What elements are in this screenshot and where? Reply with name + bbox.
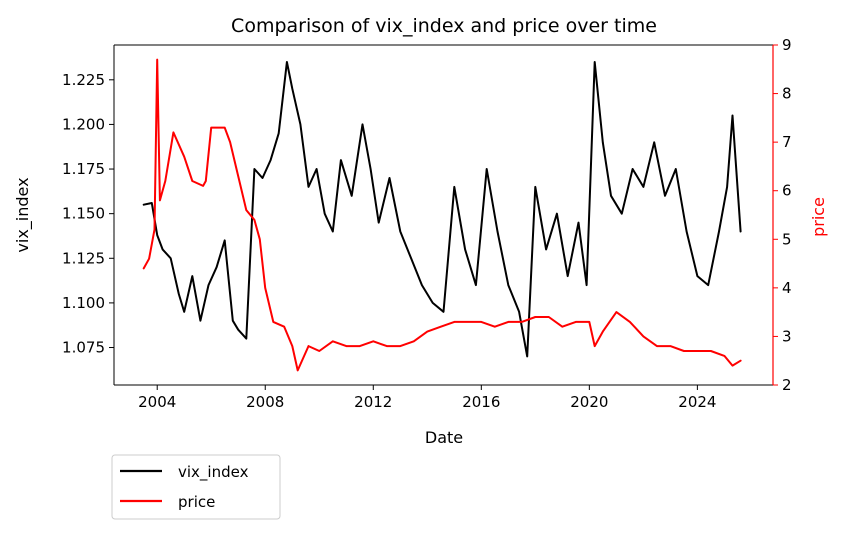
left-y-tick-label: 1.075 <box>62 339 105 357</box>
right-y-tick-label: 2 <box>782 376 792 394</box>
chart-title: Comparison of vix_index and price over t… <box>231 15 657 37</box>
x-tick-label: 2012 <box>354 393 392 411</box>
series-line-vix-index <box>142 61 742 358</box>
left-y-tick-label: 1.175 <box>62 160 105 178</box>
legend-label-price: price <box>178 493 215 511</box>
right-y-tick-label: 4 <box>782 279 792 297</box>
x-tick-label: 2008 <box>246 393 284 411</box>
right-y-tick-label: 5 <box>782 230 792 248</box>
left-y-tick-label: 1.150 <box>62 205 105 223</box>
right-y-tick-label: 8 <box>782 85 792 103</box>
right-y-tick-label: 9 <box>782 36 792 54</box>
x-tick-label: 2020 <box>570 393 608 411</box>
right-y-tick-label: 6 <box>782 182 792 200</box>
x-tick-label: 2004 <box>138 393 176 411</box>
left-y-tick-label: 1.200 <box>62 115 105 133</box>
series-line-price <box>142 58 742 372</box>
plot-area: 2004 2008 2012 2016 2020 2024 1.075 1.100 1.125 1… <box>62 36 792 411</box>
left-y-tick-label: 1.125 <box>62 249 105 267</box>
x-tick-label: 2024 <box>678 393 716 411</box>
legend: vix_index price <box>111 454 281 520</box>
right-y-axis-title: price <box>809 197 828 237</box>
left-y-tick-label: 1.100 <box>62 294 105 312</box>
left-y-axis-title: vix_index <box>13 177 33 252</box>
right-y-tick-label: 7 <box>782 133 792 151</box>
legend-label-vix-index: vix_index <box>178 463 249 482</box>
right-y-tick-label: 3 <box>782 327 792 345</box>
x-axis-title: Date <box>425 428 463 447</box>
left-y-tick-label: 1.225 <box>62 71 105 89</box>
x-tick-label: 2016 <box>462 393 500 411</box>
